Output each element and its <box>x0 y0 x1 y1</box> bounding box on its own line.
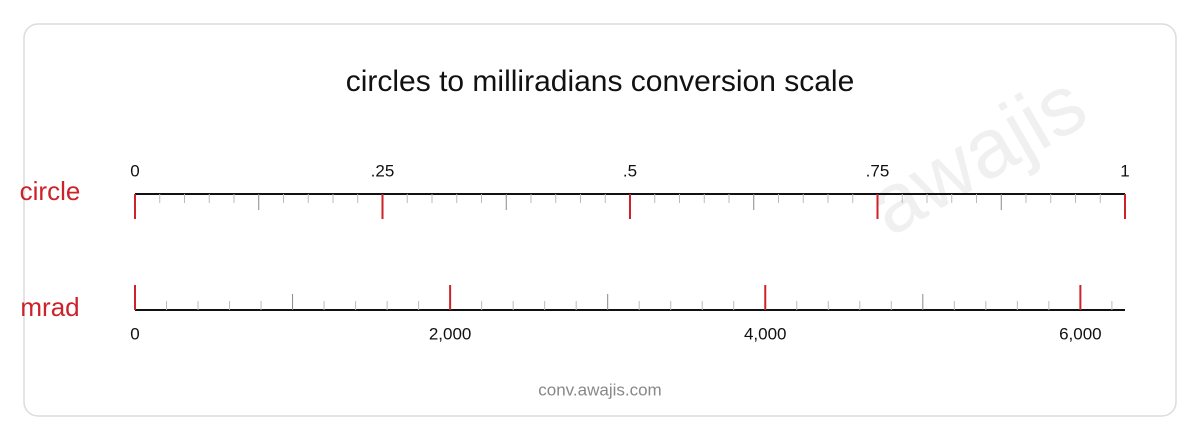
axis-name: mrad <box>20 292 79 322</box>
tick-label: .75 <box>866 161 890 180</box>
tick-label: 0 <box>130 161 139 180</box>
tick-label: 0 <box>130 324 139 343</box>
tick-label: .25 <box>371 161 395 180</box>
chart-title: circles to milliradians conversion scale <box>346 65 855 98</box>
tick-label: 2,000 <box>429 324 472 343</box>
footer: conv.awajis.com <box>538 380 661 399</box>
tick-label: .5 <box>623 161 637 180</box>
axis-name: circle <box>20 176 81 206</box>
tick-label: 4,000 <box>744 324 787 343</box>
card <box>23 23 1177 417</box>
tick-label: 6,000 <box>1059 324 1102 343</box>
tick-label: 1 <box>1120 161 1129 180</box>
